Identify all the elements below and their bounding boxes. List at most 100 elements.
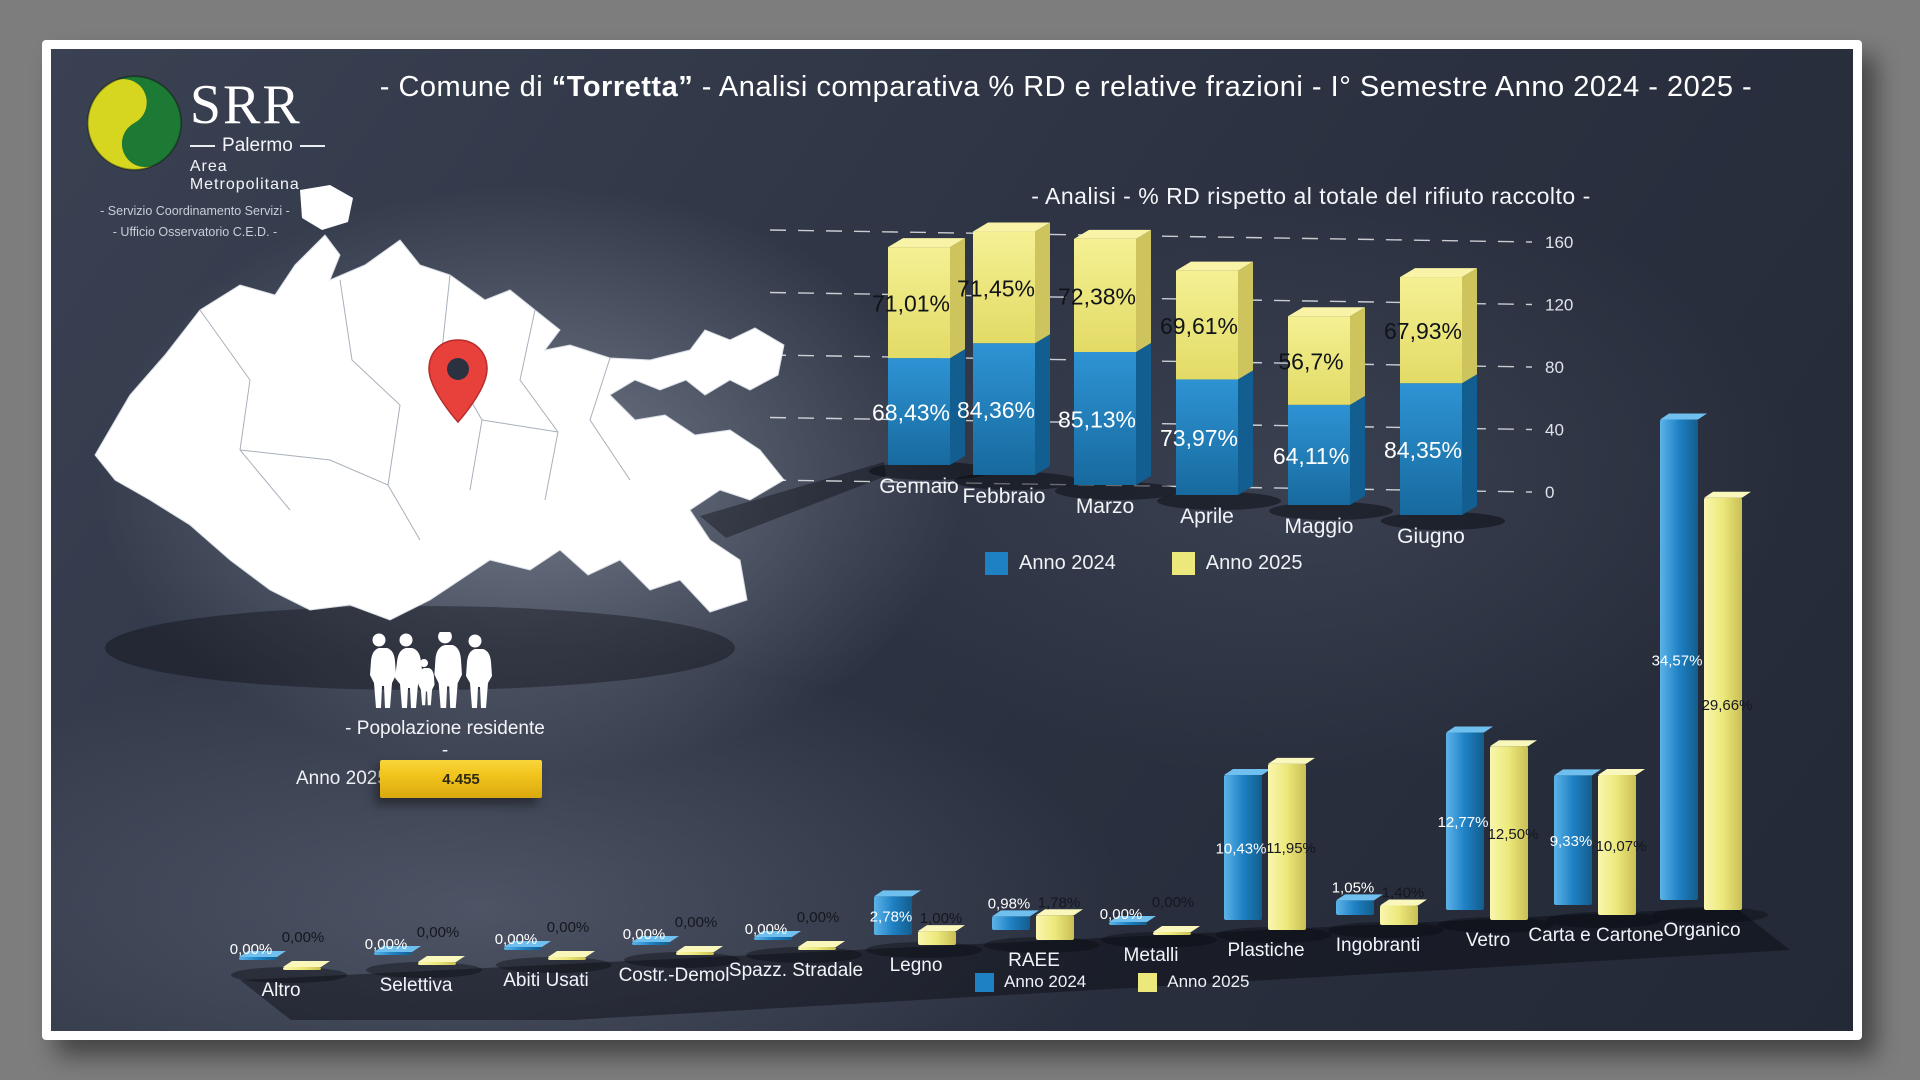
gridline <box>769 479 1533 493</box>
value-label-2024: 64,11% <box>1273 443 1349 469</box>
value-label-2025: 1,40% <box>1382 885 1425 902</box>
bar-2024-top <box>1336 894 1383 901</box>
category-label: Maggio <box>1285 515 1354 538</box>
value-label-2024: 2,78% <box>870 909 913 926</box>
category-label: Febbraio <box>963 485 1046 508</box>
value-label-2024: 73,97% <box>1160 425 1238 451</box>
value-label-2025: 0,00% <box>675 914 718 931</box>
value-label-2024: 85,13% <box>1058 406 1136 432</box>
bar-2024-Abiti Usati <box>504 947 542 950</box>
bar-2025-top <box>283 961 330 967</box>
logo-srr-text: SRR <box>189 74 302 136</box>
category-label: Organico <box>1663 920 1740 941</box>
bar-2024-top <box>374 946 421 952</box>
bar-2025-top <box>1036 909 1083 916</box>
bar-2024-top <box>1554 769 1601 776</box>
value-label-2024: 0,00% <box>495 931 538 948</box>
bar-2025-Ingobranti <box>1380 905 1418 925</box>
category-label: Altro <box>261 980 300 1001</box>
legend-swatch-2025 <box>1171 552 1195 575</box>
bar-2025-top <box>798 941 845 947</box>
chart2-floor-shadow <box>240 907 1790 1020</box>
bar-2024-side <box>950 349 965 465</box>
category-label: RAEE <box>1008 950 1060 971</box>
location-pin-icon <box>428 339 488 424</box>
bar-2024-Marzo <box>1074 351 1136 485</box>
population-value-bar: 4.455 <box>380 760 542 798</box>
bar-shadow <box>231 967 347 983</box>
category-label: Plastiche <box>1227 940 1304 961</box>
value-label-2025: 0,00% <box>547 919 590 936</box>
legend-label-2025: Anno 2025 <box>1167 972 1250 991</box>
bar-shadow <box>954 472 1078 490</box>
bar-2025-top <box>1074 229 1151 239</box>
bar-2025-top <box>1176 261 1253 271</box>
y-axis-tick: 160 <box>1545 233 1573 252</box>
logo-area-metropolitana: Area Metropolitana <box>189 158 300 193</box>
y-axis-tick: 120 <box>1545 296 1573 315</box>
bar-shadow <box>1652 907 1768 923</box>
bar-2025-Febbraio <box>973 231 1035 344</box>
y-axis-tick: 80 <box>1545 358 1564 377</box>
bar-2025-Abiti Usati <box>548 957 586 960</box>
bar-2024-side <box>1136 342 1151 485</box>
value-label-2024: 10,43% <box>1216 841 1267 858</box>
bar-2025-Organico <box>1704 497 1742 910</box>
bar-2024-top <box>1224 769 1271 776</box>
bar-2025-top <box>1288 307 1365 317</box>
category-label: Aprile <box>1180 505 1234 528</box>
value-label-2024: 84,35% <box>1384 437 1462 463</box>
bar-2024-top <box>992 910 1039 917</box>
bar-shadow <box>1546 912 1662 928</box>
bar-2024-Legno <box>874 896 912 935</box>
bar-2025-Legno <box>918 931 956 945</box>
gridline <box>769 229 1533 243</box>
department-lines: - Servizio Coordinamento Servizi - - Uff… <box>65 201 325 242</box>
bar-shadow <box>984 937 1100 953</box>
srr-logo: SRR Palermo Area Metropolitana <box>85 67 326 194</box>
value-label-2024: 0,00% <box>1100 906 1143 923</box>
population-caption: - Popolazione residente - <box>345 718 545 761</box>
bar-2024-Organico <box>1660 419 1698 900</box>
bar-2025-Aprile <box>1176 270 1238 380</box>
value-label-2025: 29,66% <box>1702 697 1753 714</box>
bar-2024-top <box>754 931 801 937</box>
value-label-2024: 1,05% <box>1332 879 1375 896</box>
value-label-2025: 71,01% <box>872 291 950 317</box>
fractions-comparison-chart: 0,00% 0,00% Altro 0,00% 0,00% Selettiva 0,00% 0… <box>230 413 1790 1020</box>
legend-swatch-2024 <box>975 972 994 992</box>
legend-swatch-2025 <box>1138 972 1158 992</box>
bar-2025-side <box>1350 307 1365 405</box>
value-label-2024: 0,00% <box>230 941 272 958</box>
bar-2024-top <box>632 936 679 942</box>
value-label-2025: 0,00% <box>282 929 325 946</box>
value-label-2025: 10,07% <box>1596 838 1647 855</box>
bar-2025-top <box>1268 757 1315 764</box>
legend-label-2024: Anno 2024 <box>1004 972 1087 991</box>
bar-2025-side <box>1238 261 1253 380</box>
chart2-legend: Anno 2024 Anno 2025 <box>975 972 1250 992</box>
legend-swatch-2024 <box>985 552 1008 575</box>
bar-shadow <box>869 462 993 480</box>
legend-item-anno-2024: Anno 2024 <box>975 972 1086 992</box>
category-label: Giugno <box>1397 525 1465 548</box>
bar-2025-Giugno <box>1400 277 1462 384</box>
bar-2025-Costr.-Demol <box>676 952 714 955</box>
map-island <box>300 185 353 230</box>
bar-2024-Maggio <box>1288 404 1350 505</box>
bar-2025-side <box>1035 222 1050 344</box>
bar-2025-Plastiche <box>1268 763 1306 930</box>
bar-2024-Febbraio <box>973 343 1035 475</box>
value-label-2025: 0,00% <box>1152 894 1195 911</box>
infographic-panel: SRR Palermo Area Metropolitana - Servizi… <box>42 40 1862 1040</box>
bar-2025-top <box>1704 491 1751 498</box>
page-title: - Comune di “Torretta” - Analisi compara… <box>379 71 1753 103</box>
value-label-2025: 69,61% <box>1160 313 1238 339</box>
value-label-2025: 1,78% <box>1038 894 1081 911</box>
bar-2024-top <box>239 951 286 957</box>
value-label-2025: 71,45% <box>957 275 1035 301</box>
bar-2025-top <box>918 925 965 932</box>
bar-shadow <box>1381 512 1505 530</box>
bar-2025-top <box>418 956 465 962</box>
